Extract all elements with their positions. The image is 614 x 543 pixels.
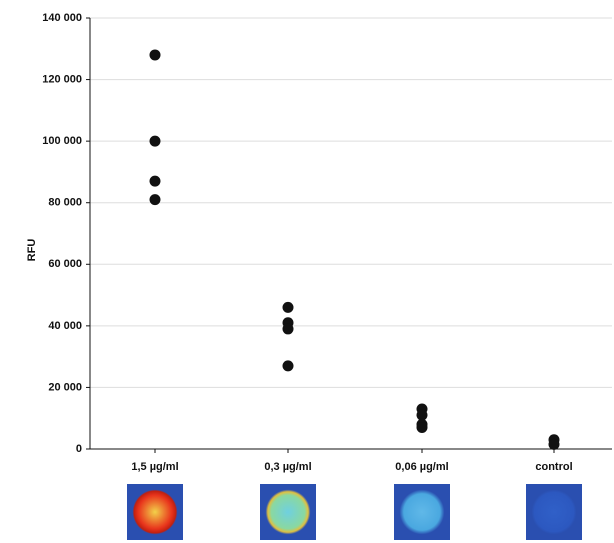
y-tick-label: 20 000 xyxy=(48,381,82,393)
x-tick-label: control xyxy=(535,461,572,473)
chart: RFU 0 20 000 40 000 60 000 80 000 100 000 120 … xyxy=(0,0,614,543)
point xyxy=(150,176,161,187)
y-tick-label: 40 000 xyxy=(48,320,82,332)
thumbnail xyxy=(526,484,582,540)
point xyxy=(283,323,294,334)
point xyxy=(150,49,161,60)
point xyxy=(417,422,428,433)
y-axis-label: RFU xyxy=(26,239,38,262)
thumbnails xyxy=(127,484,582,540)
point xyxy=(283,302,294,313)
thumbnail xyxy=(394,484,450,540)
point xyxy=(283,360,294,371)
thumbnail xyxy=(260,484,316,540)
y-tick-label: 0 xyxy=(76,443,82,455)
x-tick-label: 0,3 µg/ml xyxy=(264,461,311,473)
point xyxy=(549,439,560,450)
y-tick-label: 140 000 xyxy=(42,12,82,24)
y-tick-label: 60 000 xyxy=(48,258,82,270)
point xyxy=(150,136,161,147)
y-tick-label: 100 000 xyxy=(42,135,82,147)
thumbnail xyxy=(127,484,183,540)
y-tick-label: 120 000 xyxy=(42,73,82,85)
x-tick-label: 0,06 µg/ml xyxy=(395,461,448,473)
x-tick-label: 1,5 µg/ml xyxy=(131,461,178,473)
point xyxy=(150,194,161,205)
y-tick-label: 80 000 xyxy=(48,197,82,209)
